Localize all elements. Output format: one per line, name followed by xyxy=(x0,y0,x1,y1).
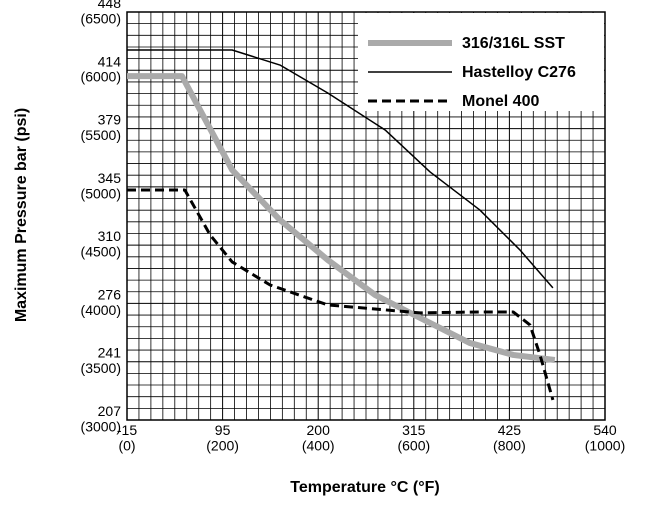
y-tick-label: 310 (4500) xyxy=(81,228,122,259)
y-tick-label: 241 (3500) xyxy=(81,345,122,376)
legend-label: Hastelloy C276 xyxy=(462,64,576,81)
y-axis-title: Maximum Pressure bar (psi) xyxy=(13,108,30,322)
x-tick-label: 315 (600) xyxy=(397,422,430,453)
plot-frame xyxy=(126,11,606,421)
y-tick-label: 207 (3000) xyxy=(81,403,122,434)
x-tick-label: 200 (400) xyxy=(302,422,335,453)
y-tick-label: 276 (4000) xyxy=(81,286,122,317)
legend: 316/316L SST Hastelloy C276 Monel 400 xyxy=(358,13,604,111)
legend-label: 316/316L SST xyxy=(462,35,565,52)
series-line xyxy=(127,73,556,363)
y-tick-label: 414 (6000) xyxy=(81,53,122,84)
legend-box xyxy=(358,13,604,111)
y-tick-label: 448 (6500) xyxy=(81,0,122,26)
x-tick-label: 540 (1000) xyxy=(585,422,625,453)
series-line xyxy=(127,188,555,401)
y-tick-label: 345 (5000) xyxy=(81,170,122,201)
legend-label: Monel 400 xyxy=(462,93,539,110)
plot-area xyxy=(126,11,606,421)
x-axis-title: Temperature °C (°F) xyxy=(290,479,439,496)
x-tick-label: 425 (800) xyxy=(493,422,526,453)
x-tick-label: -15 (0) xyxy=(117,422,137,453)
x-tick-label: 95 (200) xyxy=(206,422,239,453)
series-line xyxy=(127,49,554,289)
y-tick-label: 379 (5500) xyxy=(81,112,122,143)
